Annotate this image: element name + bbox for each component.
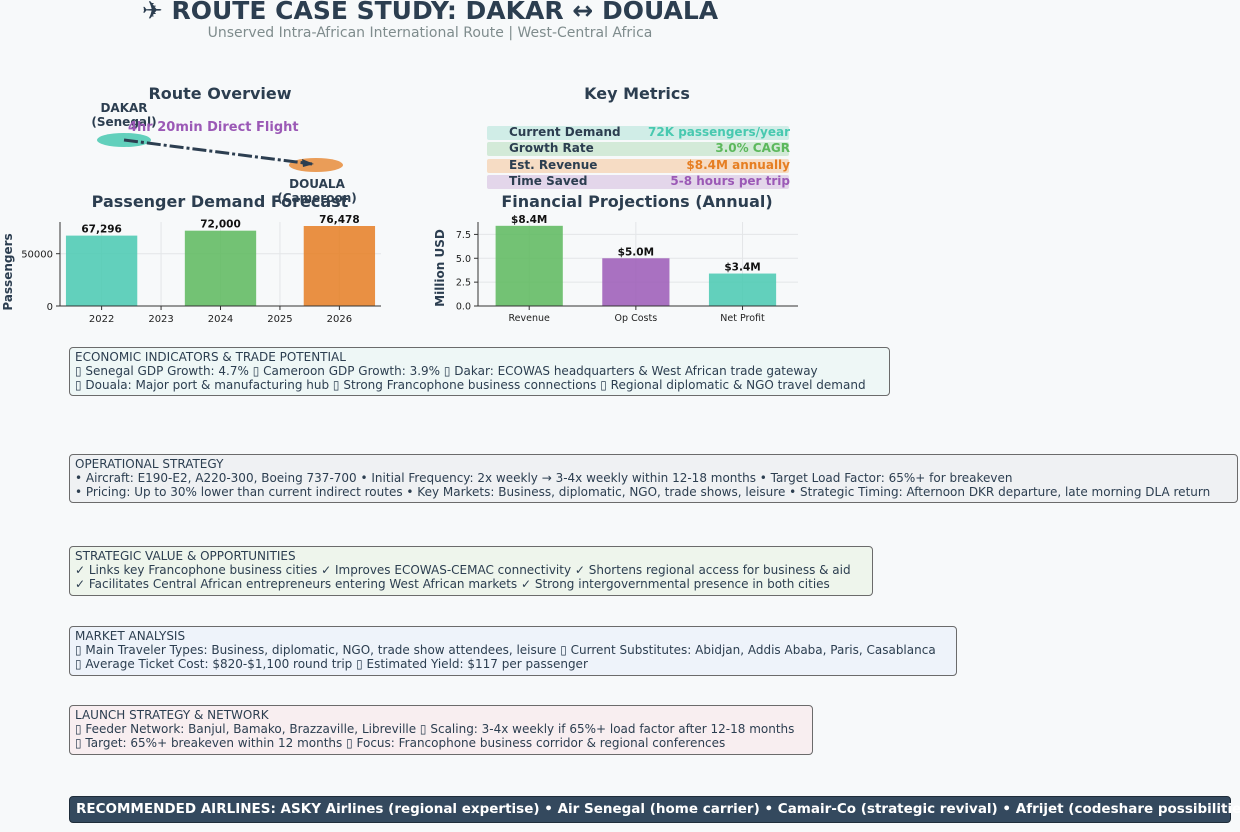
data-label-2022: 67,296: [81, 224, 122, 236]
metric-bar-2: [487, 159, 789, 173]
launch-strategy-box: LAUNCH STRATEGY & NETWORK ▯ Feeder Netwo…: [69, 705, 813, 755]
page-subtitle: Unserved Intra-African International Rou…: [207, 25, 653, 41]
metric-value-3: 5-8 hours per trip: [670, 174, 790, 188]
metric-bar-3: [487, 175, 789, 189]
y-axis-label: Passengers: [1, 233, 15, 310]
data-label-2: $3.4M: [724, 262, 760, 274]
bar-2022: [65, 235, 138, 306]
x-tick-label: 2022: [89, 314, 114, 325]
destination-marker: [289, 158, 343, 172]
bar-op-costs: [602, 258, 670, 306]
origin-city-label: DAKAR (Senegal): [84, 101, 164, 129]
key-metrics-title: Key Metrics: [584, 84, 690, 103]
data-label-2024: 72,000: [200, 219, 241, 231]
page-title: ✈ ROUTE CASE STUDY: DAKAR ↔ DOUALA: [141, 0, 719, 25]
metric-value-0: 72K passengers/year: [648, 125, 790, 139]
strategic-value-box: STRATEGIC VALUE & OPPORTUNITIES ✓ Links …: [69, 546, 873, 596]
x-tick-label: 2024: [208, 314, 233, 325]
launch-strategy-title: LAUNCH STRATEGY & NETWORK: [75, 708, 269, 722]
operational-strategy-box: OPERATIONAL STRATEGY • Aircraft: E190-E2…: [69, 454, 1238, 503]
financial-projections-chart: 0.0 2.5 5.0 7.5 $8.4M Revenue $5.0M Op Costs $3.…: [433, 214, 798, 324]
strategic-value-title: STRATEGIC VALUE & OPPORTUNITIES: [75, 549, 296, 563]
market-line-1: ▯ Main Traveler Types: Business, diploma…: [75, 643, 936, 657]
strategic-line-1: ✓ Links key Francophone business cities …: [75, 563, 851, 577]
metric-label-0: Current Demand: [509, 125, 621, 139]
passenger-demand-chart: 0 50000 67,296 72,000 76,478 2022 2023 2024 2025…: [1, 214, 381, 325]
x-tick-label: 2025: [267, 314, 292, 325]
x-tick-label: Op Costs: [615, 313, 658, 324]
y-tick-label: 7.5: [456, 230, 471, 241]
y-tick-label: 5.0: [456, 254, 471, 265]
operational-strategy-title: OPERATIONAL STRATEGY: [75, 457, 224, 471]
financial-chart-title: Financial Projections (Annual): [501, 192, 773, 211]
strategic-line-2: ✓ Facilitates Central African entreprene…: [75, 577, 830, 591]
route-map: [97, 133, 343, 172]
data-label-1: $5.0M: [618, 246, 654, 258]
operational-line-2: • Pricing: Up to 30% lower than current …: [75, 485, 1211, 499]
origin-country: (Senegal): [91, 115, 157, 129]
route-line: [123, 138, 313, 166]
metric-label-2: Est. Revenue: [509, 158, 598, 172]
bar-net-profit: [708, 273, 777, 306]
market-analysis-title: MARKET ANALYSIS: [75, 629, 186, 643]
metric-label-3: Time Saved: [509, 174, 588, 188]
market-line-2: ▯ Average Ticket Cost: $820-$1,100 round…: [75, 657, 588, 671]
launch-line-2: ▯ Target: 65%+ breakeven within 12 month…: [75, 736, 726, 750]
origin-city-name: DAKAR: [100, 101, 148, 115]
economic-indicators-box: ECONOMIC INDICATORS & TRADE POTENTIAL ▯ …: [69, 347, 890, 396]
x-tick-label: 2023: [148, 314, 173, 325]
route-overview-title: Route Overview: [148, 84, 292, 103]
economic-line-2: ▯ Douala: Major port & manufacturing hub…: [75, 378, 866, 392]
metric-value-1: 3.0% CAGR: [715, 141, 790, 155]
data-label-0: $8.4M: [511, 214, 547, 226]
metric-bar-1: [487, 142, 789, 156]
launch-line-1: ▯ Feeder Network: Banjul, Bamako, Brazza…: [75, 722, 795, 736]
recommended-airlines-banner: RECOMMENDED AIRLINES: ASKY Airlines (reg…: [69, 796, 1240, 823]
y-axis-label: Million USD: [433, 229, 447, 307]
y-tick-label: 0.0: [456, 302, 471, 313]
metric-bar-0: [487, 126, 789, 140]
x-tick-label: Net Profit: [720, 313, 765, 324]
bar-2026: [303, 225, 376, 306]
destination-city-label: DOUALA (Cameroon): [272, 177, 362, 205]
y-tick-label: 50000: [21, 250, 53, 261]
x-tick-label: Revenue: [509, 313, 551, 324]
x-tick-label: 2026: [327, 314, 352, 325]
metric-label-1: Growth Rate: [509, 141, 594, 155]
route-arrow-icon: [302, 159, 314, 167]
operational-line-1: • Aircraft: E190-E2, A220-300, Boeing 73…: [75, 471, 1013, 485]
demand-chart-title: Passenger Demand Forecast: [91, 192, 349, 211]
metric-value-2: $8.4M annually: [686, 158, 790, 172]
flight-duration-label: 4hr 20min Direct Flight: [128, 120, 299, 135]
bar-revenue: [495, 225, 563, 306]
destination-city-name: DOUALA: [289, 177, 345, 191]
y-tick-label: 0: [47, 302, 53, 313]
y-tick-label: 2.5: [456, 278, 471, 289]
economic-indicators-title: ECONOMIC INDICATORS & TRADE POTENTIAL: [75, 350, 346, 364]
economic-line-1: ▯ Senegal GDP Growth: 4.7% ▯ Cameroon GD…: [75, 364, 818, 378]
data-label-2026: 76,478: [319, 214, 360, 226]
destination-country: (Cameroon): [277, 191, 357, 205]
market-analysis-box: MARKET ANALYSIS ▯ Main Traveler Types: B…: [69, 626, 957, 676]
bar-2024: [184, 230, 257, 306]
